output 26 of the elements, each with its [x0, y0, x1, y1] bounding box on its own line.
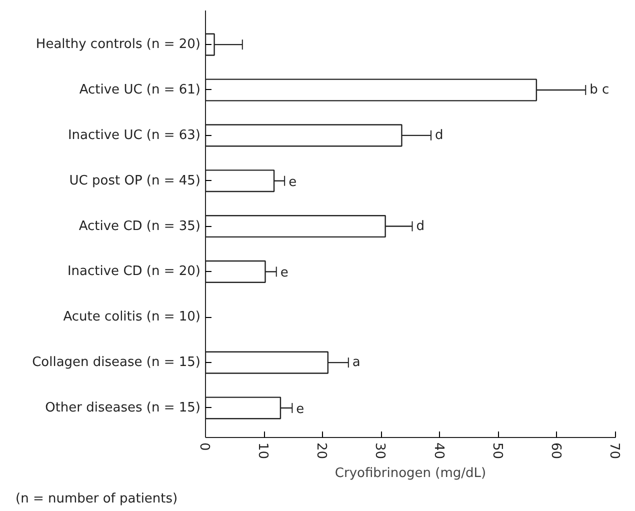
y-tick-label: Inactive CD (n = 20) — [67, 264, 201, 280]
text: (n = number of patients) — [16, 492, 178, 506]
x-tick-label: 30 — [372, 442, 388, 460]
y-tick-label: Healthy controls (n = 20) — [36, 37, 201, 52]
y-tick-label: Active UC (n = 61) — [79, 82, 201, 98]
annotation: e — [288, 174, 297, 190]
y-tick-label: Active CD (n = 35) — [78, 218, 201, 234]
y-tick-label: Collagen disease (n = 15) — [32, 355, 201, 370]
y-tick-label: Acute colitis (n = 10) — [63, 310, 201, 325]
annotation: e — [296, 402, 304, 417]
x-tick-label: 0 — [196, 442, 212, 451]
y-tick-label: Other diseases (n = 15) — [45, 400, 201, 416]
x-tick-label: 20 — [314, 442, 329, 460]
y-tick-label: UC post OP (n = 45) — [69, 173, 200, 188]
x-tick-label: 50 — [489, 442, 504, 460]
x-tick-label: 60 — [548, 442, 563, 460]
x-tick-label: 10 — [255, 442, 270, 460]
x-tick-label: 40 — [430, 442, 446, 460]
annotation: e — [280, 266, 288, 281]
x-tick-label: 70 — [606, 442, 622, 460]
annotation: d — [435, 128, 444, 143]
annotation: d — [416, 218, 425, 234]
x-axis-title: Cryofibrinogen (mg/dL) — [334, 466, 486, 482]
y-tick-label: Inactive UC (n = 63) — [68, 128, 201, 143]
annotation: b c — [590, 82, 610, 98]
annotation: a — [352, 355, 360, 370]
